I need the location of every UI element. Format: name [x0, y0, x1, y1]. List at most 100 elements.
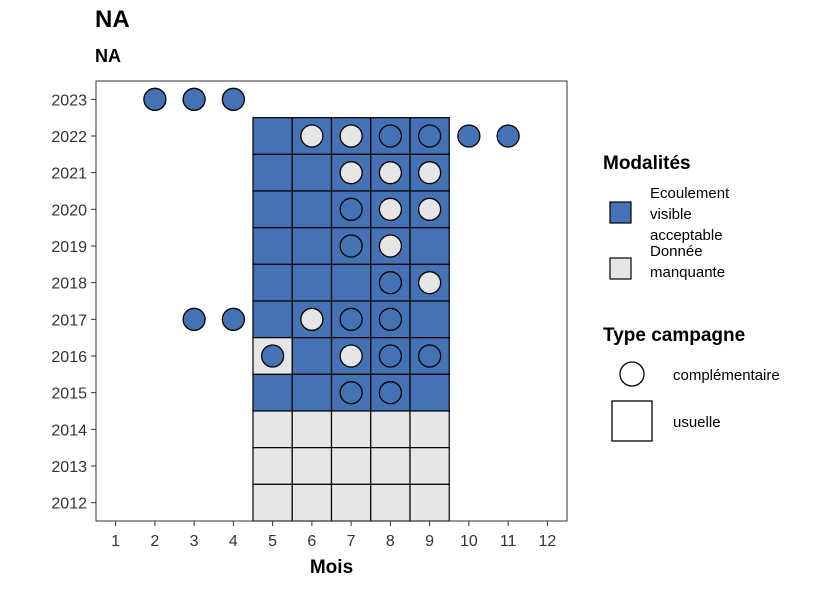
point-2017-3	[182, 307, 206, 331]
tile-2017-5	[252, 300, 293, 339]
tile-2016-6	[291, 337, 333, 375]
x-tick-label-2: 2	[150, 533, 159, 550]
tile-2014-5	[252, 410, 293, 449]
x-tick-label-12: 12	[538, 533, 556, 550]
tile-2015-5	[252, 373, 293, 412]
y-tick-label-2021: 2021	[51, 166, 87, 183]
tile-2020-8	[370, 190, 411, 229]
tile-2014-6	[291, 410, 333, 449]
legend-label-donnee_manquante-1: manquante	[650, 264, 725, 281]
point-2017-4	[221, 307, 246, 331]
tile-2013-6	[291, 447, 333, 485]
legend-label-donnee_manquante-0: Donnée	[650, 243, 703, 260]
tile-2013-8	[370, 447, 411, 485]
point-2016-5	[260, 344, 285, 368]
point-2022-9	[417, 124, 442, 148]
point-2017-8	[378, 307, 403, 331]
legend-label-ecoulement_visible_acceptable-0: Ecoulement	[650, 185, 730, 202]
point-2017-7	[339, 307, 363, 331]
tile-2013-7	[330, 447, 372, 485]
point-2022-8	[378, 124, 403, 148]
tile-2020-6	[291, 190, 333, 229]
y-tick-label-2017: 2017	[51, 312, 87, 329]
point-2023-2	[143, 87, 167, 111]
tile-2019-6	[291, 227, 333, 265]
legend-layer: Modalités Ecoulement visible acceptableDonn…	[603, 153, 780, 442]
tile-2018-7	[330, 263, 372, 302]
chart-subtitle: NA	[95, 46, 121, 66]
tile-2021-6	[291, 153, 333, 192]
legend-key-square	[611, 400, 653, 442]
point-2023-3	[182, 87, 206, 111]
point-2021-8	[378, 161, 403, 185]
legend-label-usuelle: usuelle	[673, 414, 721, 431]
point-2015-7	[339, 381, 363, 405]
panel-border	[95, 80, 568, 522]
tile-2014-7	[330, 410, 372, 449]
x-tick-label-11: 11	[500, 533, 517, 550]
point-2021-9	[417, 161, 442, 185]
y-tick-label-2015: 2015	[51, 386, 87, 403]
x-axis-title: Mois	[310, 557, 353, 578]
tile-2020-5	[252, 190, 293, 229]
tile-2021-5	[252, 153, 293, 192]
tile-2022-5	[252, 117, 293, 155]
tile-2013-5	[252, 447, 293, 485]
point-2017-6	[300, 307, 324, 331]
tile-2012-6	[291, 483, 333, 522]
point-2022-7	[339, 124, 363, 148]
tile-2014-8	[370, 410, 411, 449]
point-2022-11	[496, 124, 520, 148]
point-2016-8	[378, 344, 403, 368]
point-2022-10	[457, 124, 481, 148]
tile-2012-7	[330, 483, 372, 522]
axes-layer: 1 2 3 4 5 6 7 8 9 10 11 122012201320142015201620172…	[51, 92, 556, 550]
tile-2012-8	[370, 483, 411, 522]
y-tick-label-2013: 2013	[51, 459, 87, 476]
tile-2013-9	[409, 447, 450, 485]
point-2015-8	[378, 381, 403, 405]
tile-2019-5	[252, 227, 293, 265]
tile-2012-5	[252, 483, 293, 522]
x-tick-label-8: 8	[386, 533, 395, 550]
point-2020-8	[378, 197, 403, 221]
point-2020-7	[339, 197, 363, 221]
x-tick-label-6: 6	[307, 533, 316, 550]
y-tick-label-2012: 2012	[51, 496, 87, 513]
legend-key-ecoulement_visible_acceptable	[609, 201, 632, 224]
tile-2017-9	[409, 300, 450, 339]
point-2016-9	[417, 344, 442, 368]
point-2019-7	[339, 234, 363, 258]
chart-title: NA	[95, 6, 130, 33]
point-2016-7	[339, 344, 363, 368]
point-2018-9	[417, 271, 442, 295]
legend-modalites-title: Modalités	[603, 153, 691, 174]
x-tick-label-3: 3	[190, 533, 199, 550]
x-tick-label-1: 1	[111, 533, 120, 550]
y-tick-label-2016: 2016	[51, 349, 87, 366]
point-2023-4	[221, 87, 246, 111]
tile-2018-6	[291, 263, 333, 302]
point-2019-8	[378, 234, 403, 258]
legend-type-title: Type campagne	[603, 325, 745, 346]
x-tick-label-4: 4	[229, 533, 238, 550]
legend-key-donnee_manquante	[609, 257, 632, 280]
point-2018-8	[378, 271, 403, 295]
x-tick-label-10: 10	[460, 533, 478, 550]
legend-key-circle	[619, 361, 645, 387]
point-2022-6	[300, 124, 324, 148]
y-tick-label-2018: 2018	[51, 276, 87, 293]
x-tick-label-9: 9	[425, 533, 434, 550]
legend-label-ecoulement_visible_acceptable-2: acceptable	[650, 227, 723, 244]
x-tick-label-5: 5	[268, 533, 277, 550]
tile-2015-9	[409, 373, 450, 412]
y-tick-label-2014: 2014	[51, 422, 87, 439]
tile-2019-9	[409, 227, 450, 265]
points-layer	[143, 87, 520, 405]
y-tick-label-2020: 2020	[51, 202, 87, 219]
point-2020-9	[417, 197, 442, 221]
tile-2014-9	[409, 410, 450, 449]
y-tick-label-2023: 2023	[51, 92, 87, 109]
y-tick-label-2019: 2019	[51, 239, 87, 256]
